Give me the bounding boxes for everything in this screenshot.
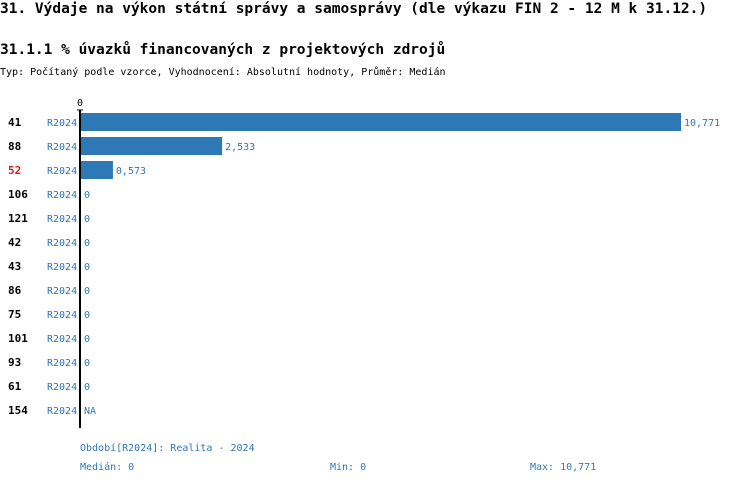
period-label: R2024 (47, 214, 77, 225)
value-label: 0 (84, 190, 90, 201)
row-label: 93 (8, 356, 21, 369)
row-label: 52 (8, 164, 21, 177)
period-label: R2024 (47, 142, 77, 153)
value-label: 0,573 (116, 166, 146, 177)
value-label: 0 (84, 262, 90, 273)
row-label: 61 (8, 380, 22, 393)
period-label: R2024 (47, 406, 77, 417)
footer-period: Období[R2024]: Realita - 2024 (80, 443, 255, 454)
row-label: 43 (8, 260, 21, 273)
bar (81, 137, 223, 155)
row-label: 86 (8, 284, 22, 297)
axis-tick-label: 0 (77, 98, 83, 109)
row-label: 41 (8, 116, 22, 129)
value-label: 2,533 (225, 142, 255, 153)
value-label: 0 (84, 334, 90, 345)
period-label: R2024 (47, 310, 77, 321)
footer-min: Min: 0 (330, 462, 367, 473)
value-label: 0 (84, 238, 90, 249)
value-label: 0 (84, 214, 90, 225)
row-label: 154 (8, 404, 28, 417)
period-label: R2024 (47, 358, 77, 369)
period-label: R2024 (47, 262, 77, 273)
row-label: 101 (8, 332, 28, 345)
period-label: R2024 (47, 238, 77, 249)
period-label: R2024 (47, 334, 77, 345)
page-title: 31. Výdaje na výkon státní správy a samo… (0, 1, 708, 17)
period-label: R2024 (47, 166, 77, 177)
period-label: R2024 (47, 286, 77, 297)
period-label: R2024 (47, 382, 77, 393)
value-label: 10,771 (684, 118, 720, 129)
period-label: R2024 (47, 190, 77, 201)
value-label: 0 (84, 382, 90, 393)
row-label: 88 (8, 140, 21, 153)
value-label: 0 (84, 310, 90, 321)
row-label: 42 (8, 236, 21, 249)
row-label: 106 (8, 188, 28, 201)
value-label: 0 (84, 358, 90, 369)
value-label: 0 (84, 286, 90, 297)
footer-median: Medián: 0 (80, 462, 135, 473)
chart-subtitle: 31.1.1 % úvazků financovaných z projekto… (0, 42, 446, 58)
bar (81, 113, 681, 131)
row-label: 75 (8, 308, 21, 321)
chart-meta-info: Typ: Počítaný podle vzorce, Vyhodnocení:… (0, 67, 446, 78)
bar (81, 161, 113, 179)
value-label: NA (84, 406, 96, 417)
period-label: R2024 (47, 118, 77, 129)
footer-max: Max: 10,771 (530, 462, 597, 473)
row-label: 121 (8, 212, 28, 225)
